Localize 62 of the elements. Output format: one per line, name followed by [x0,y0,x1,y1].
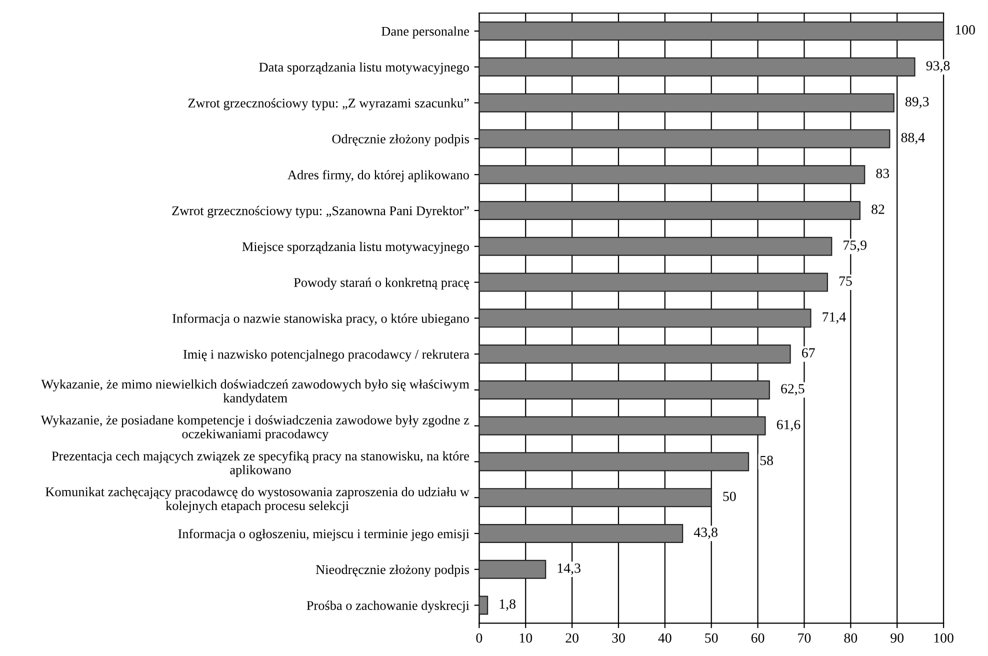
y-tick-label: Wykazanie, że posiadane kompetencje i doświadczenia zawodowe były zgodne z oczekiwaniami pracodawcy [40,415,470,442]
y-tick-label: Informacja o ogłoszeniu, miejscu i terminie jego emisji [178,528,470,541]
data-label: 50 [723,492,736,502]
y-tick-label: Zwrot grzecznościowy typu: „Z wyrazami szacunku” [188,98,469,110]
x-tick-label: 90 [890,633,904,643]
y-tick-label: Odręcznie złożony podpis [332,134,469,146]
bar [479,380,770,400]
y-tick-label: Imię i nazwisko potencjalnego pracodawcy / rekrutera [183,349,470,362]
y-tick-label: Informacja o nazwie stanowiska pracy, o które ubiegano [172,314,469,326]
bar [479,200,861,220]
y-tick-label: Prośba o zachowanie dyskrecji [306,600,470,613]
x-tick-label: 100 [934,633,954,643]
data-label: 61,6 [776,420,800,432]
y-tick-label: Zwrot grzecznościowy typu: „Szanowna Pani Dyrektor” [172,206,469,218]
data-label: 1,8 [500,599,516,611]
data-label: 93,8 [926,61,950,72]
data-label: 100 [956,25,975,35]
data-label: 14,3 [558,564,580,575]
x-tick-label: 60 [751,633,764,643]
data-label: 89,3 [905,96,929,108]
y-tick-label: Miejsce sporządzania listu motywacyjnego [242,242,469,254]
bar [479,524,684,544]
bar [479,560,546,579]
y-tick-label: Data sporządzania listu motywacyjnego [259,62,469,74]
data-label: 83 [876,168,890,178]
y-tick-label: Prezentacja cech mających związek ze specyfiką pracy na stanowisku, na które aplikowano [52,451,469,477]
bar [479,308,812,328]
bar [479,416,766,436]
bar [479,22,944,41]
bar [479,596,488,615]
x-tick-label: 70 [798,633,811,643]
data-label: 88,4 [901,132,925,144]
x-tick-label: 40 [658,633,672,643]
data-label: 82 [872,204,884,214]
x-tick-label: 0 [476,633,482,643]
bar [479,488,712,508]
bar [479,129,890,148]
x-tick-label: 80 [844,633,858,643]
x-tick-label: 20 [566,633,578,643]
data-label: 62,5 [781,384,804,396]
data-label: 43,8 [694,528,718,539]
bar [479,236,832,256]
y-tick-label: Wykazanie, że mimo niewielkich doświadczeń zawodowych było się właściwym kandydatem [41,379,470,406]
x-tick-label: 30 [612,633,625,643]
data-label: 58 [760,456,773,466]
y-tick-label: Dane personalne [382,26,469,38]
bar [479,344,791,364]
x-tick-label: 10 [520,633,532,643]
y-tick-label: Nieodręcznie złożony podpis [316,564,469,577]
y-tick-label: Powody starań o konkretną pracę [294,278,469,290]
y-tick-label: Adres firmy, do której aplikowano [288,170,469,182]
data-label: 75,9 [844,240,866,252]
data-label: 67 [802,348,815,358]
bar [479,165,866,184]
bar [479,272,828,292]
x-tick-label: 50 [705,633,718,643]
bar [479,452,750,472]
data-label: 71,4 [822,312,846,324]
data-label: 75 [839,276,852,286]
bar [479,93,894,112]
y-tick-label: Komunikat zachęcający pracodawcę do wystosowania zaproszenia do udziału w kolejnych etapach procesu selekcji [46,487,470,513]
bar [479,57,916,76]
